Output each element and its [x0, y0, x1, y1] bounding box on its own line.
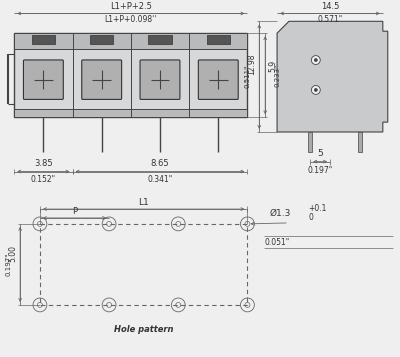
- Text: 3.85: 3.85: [34, 159, 53, 167]
- Circle shape: [311, 56, 320, 65]
- Text: L1+P+2.5: L1+P+2.5: [110, 2, 152, 11]
- FancyBboxPatch shape: [198, 60, 238, 99]
- Bar: [90, 35, 113, 44]
- Bar: [32, 35, 55, 44]
- Circle shape: [314, 89, 317, 91]
- Text: 5.9: 5.9: [268, 60, 277, 72]
- Bar: [14, 109, 248, 117]
- Text: 0: 0: [309, 213, 314, 222]
- Text: Ø1.3: Ø1.3: [269, 209, 290, 218]
- Text: Hole pattern: Hole pattern: [114, 325, 174, 334]
- Text: 0.341": 0.341": [147, 176, 173, 185]
- Text: 12.98: 12.98: [247, 53, 256, 75]
- Text: 5.00: 5.00: [8, 245, 17, 262]
- Bar: [148, 35, 172, 44]
- Bar: [207, 35, 230, 44]
- Bar: [14, 33, 248, 117]
- Text: 0.197": 0.197": [308, 166, 333, 175]
- Text: P: P: [72, 207, 77, 216]
- Text: 0.511": 0.511": [244, 65, 250, 88]
- Polygon shape: [277, 21, 388, 132]
- Text: +0.1: +0.1: [309, 204, 327, 213]
- Text: 5: 5: [317, 149, 323, 158]
- FancyBboxPatch shape: [82, 60, 122, 99]
- Circle shape: [311, 85, 320, 94]
- Text: 0.197": 0.197": [5, 253, 11, 276]
- Bar: [14, 33, 248, 49]
- Text: L1: L1: [138, 198, 149, 207]
- Text: 8.65: 8.65: [151, 159, 169, 167]
- Bar: [40, 224, 248, 305]
- Text: 0.571": 0.571": [317, 15, 342, 24]
- Text: L1+P+0.098'': L1+P+0.098'': [105, 15, 157, 24]
- Text: 0.051": 0.051": [264, 238, 290, 247]
- Circle shape: [314, 59, 317, 61]
- Text: 14.5: 14.5: [321, 2, 339, 11]
- FancyBboxPatch shape: [140, 60, 180, 99]
- Text: 0.152": 0.152": [31, 176, 56, 185]
- Bar: [308, 132, 312, 152]
- Bar: [358, 132, 362, 152]
- Text: 0.233": 0.233": [274, 64, 280, 87]
- FancyBboxPatch shape: [24, 60, 63, 99]
